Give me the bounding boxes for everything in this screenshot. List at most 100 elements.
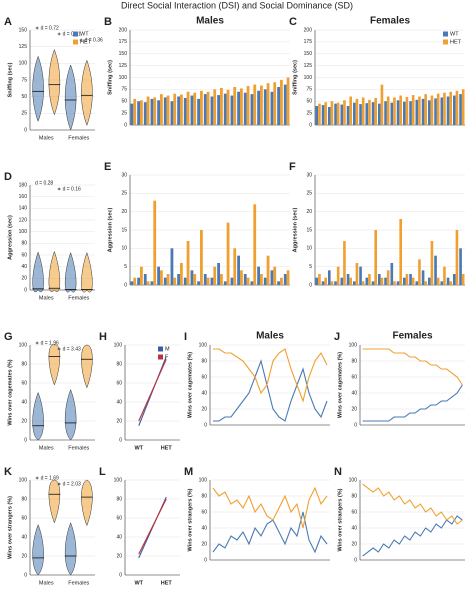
legend-label: HET bbox=[450, 39, 462, 45]
bar bbox=[170, 248, 174, 285]
bar bbox=[386, 270, 390, 285]
bar bbox=[334, 281, 337, 285]
bar bbox=[380, 84, 384, 125]
y-tick-label: 10 bbox=[306, 246, 312, 252]
y-axis-label: Wins over cagemates (%) bbox=[187, 352, 193, 418]
y-tick-label: 5 bbox=[309, 264, 312, 270]
panel-letter: H bbox=[99, 331, 107, 343]
bar bbox=[449, 281, 452, 285]
bar bbox=[157, 266, 160, 285]
bar bbox=[440, 97, 444, 125]
bar bbox=[405, 274, 409, 285]
bar bbox=[405, 96, 409, 125]
bar bbox=[153, 97, 157, 125]
panel-letter: C bbox=[289, 16, 297, 28]
bar bbox=[330, 281, 334, 285]
legend-swatch bbox=[443, 31, 448, 37]
bar bbox=[143, 274, 147, 285]
y-tick-label: 20 bbox=[116, 553, 122, 559]
y-tick-label: 20 bbox=[201, 541, 207, 547]
y-tick-label: 50 bbox=[121, 99, 127, 105]
bar bbox=[206, 91, 210, 125]
x-tick-label: Females bbox=[68, 580, 89, 586]
legend-swatch bbox=[73, 39, 78, 45]
y-tick-label: 75 bbox=[306, 87, 312, 93]
series-line bbox=[362, 384, 463, 422]
violin bbox=[81, 479, 93, 527]
y-tick-label: 80 bbox=[351, 358, 357, 364]
bar bbox=[324, 277, 327, 285]
bar bbox=[353, 281, 356, 285]
bar bbox=[206, 277, 210, 285]
bar bbox=[321, 281, 325, 285]
bar bbox=[270, 270, 274, 285]
bar bbox=[346, 106, 350, 125]
series-line bbox=[212, 511, 328, 554]
violin bbox=[32, 391, 44, 441]
bar bbox=[193, 92, 197, 125]
bar bbox=[163, 277, 167, 285]
y-tick-label: 100 bbox=[349, 342, 358, 348]
bar bbox=[253, 204, 257, 285]
violin bbox=[32, 55, 44, 123]
bar bbox=[220, 87, 223, 125]
violin bbox=[81, 344, 93, 389]
y-tick-label: 75 bbox=[121, 87, 127, 93]
x-tick-label: Males bbox=[39, 580, 54, 586]
y-tick-label: 140 bbox=[19, 206, 28, 212]
bar bbox=[173, 93, 177, 125]
bar bbox=[315, 106, 319, 125]
y-tick-label: 100 bbox=[114, 342, 123, 348]
annotation: ∗ d = 3.43 bbox=[57, 346, 81, 352]
bar bbox=[250, 281, 254, 285]
panel-letter: D bbox=[4, 171, 12, 183]
y-tick-label: 0 bbox=[204, 422, 207, 428]
bar bbox=[133, 277, 137, 285]
bar bbox=[340, 104, 344, 125]
bar bbox=[277, 281, 280, 285]
violin bbox=[48, 48, 61, 116]
bar bbox=[380, 277, 384, 285]
bar bbox=[424, 94, 427, 125]
bar bbox=[443, 266, 446, 285]
bar bbox=[260, 85, 263, 125]
bar bbox=[160, 94, 163, 125]
panel-title: Females bbox=[392, 331, 432, 342]
bar bbox=[166, 274, 170, 285]
bar bbox=[153, 200, 157, 285]
violin bbox=[64, 388, 77, 441]
bar bbox=[197, 98, 200, 125]
bar bbox=[449, 91, 452, 125]
bar bbox=[334, 103, 337, 125]
bar bbox=[455, 90, 459, 125]
series-line bbox=[362, 515, 463, 557]
legend-swatch bbox=[443, 39, 448, 45]
y-axis-label: Aggression (sec) bbox=[7, 215, 13, 260]
bar bbox=[318, 103, 321, 125]
y-tick-label: 100 bbox=[349, 477, 358, 483]
y-tick-label: 60 bbox=[351, 374, 357, 380]
y-tick-label: 15 bbox=[306, 227, 312, 233]
y-tick-label: 60 bbox=[21, 252, 27, 258]
y-tick-label: 60 bbox=[351, 509, 357, 515]
y-tick-label: 50 bbox=[21, 94, 27, 100]
y-tick-label: 0 bbox=[309, 122, 312, 128]
bar bbox=[213, 89, 217, 125]
panel-letter: A bbox=[4, 16, 12, 28]
bar bbox=[318, 274, 321, 285]
bar bbox=[163, 97, 167, 125]
bar bbox=[273, 266, 277, 285]
bar bbox=[361, 281, 365, 285]
series-line bbox=[138, 359, 167, 422]
bar bbox=[324, 102, 327, 125]
bar bbox=[217, 263, 220, 285]
y-tick-label: 30 bbox=[306, 172, 312, 178]
x-tick-label: HET bbox=[161, 580, 173, 586]
y-tick-label: 25 bbox=[121, 110, 127, 116]
bar bbox=[217, 95, 220, 125]
y-axis-label: Sniffing (sec) bbox=[107, 60, 113, 95]
violin bbox=[48, 479, 61, 524]
bar bbox=[223, 93, 227, 125]
bar bbox=[190, 270, 194, 285]
